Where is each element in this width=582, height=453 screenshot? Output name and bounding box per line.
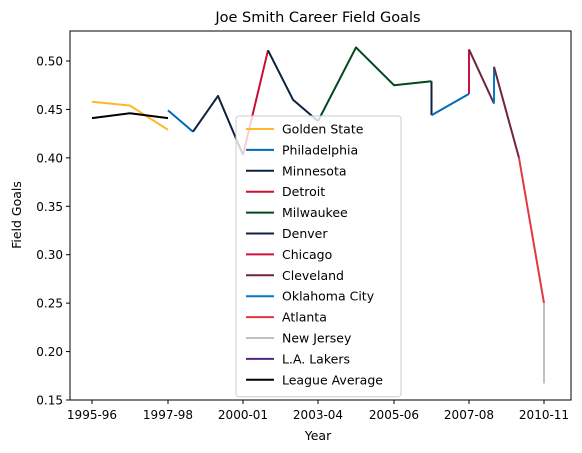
- legend-label: Golden State: [282, 122, 364, 137]
- series-line-golden-state: [91, 100, 169, 131]
- y-tick-label: 0.50: [36, 55, 63, 69]
- series-line-philadelphia: [431, 93, 470, 117]
- legend-box: [235, 115, 402, 398]
- series-line-philadelphia: [167, 109, 194, 133]
- series-line-minnesota: [267, 49, 319, 122]
- legend-label: Atlanta: [282, 310, 327, 325]
- x-axis-label: Year: [304, 428, 332, 443]
- y-tick-label: 0.45: [36, 103, 63, 117]
- x-tick-label: 2007-08: [444, 408, 494, 422]
- x-tick-label: 1995-96: [67, 408, 117, 422]
- legend-label: Milwaukee: [282, 205, 348, 220]
- legend-label: Detroit: [282, 184, 325, 199]
- legend-label: Cleveland: [282, 268, 344, 283]
- x-tick-label: 2005-06: [369, 408, 419, 422]
- series-line-cleveland: [493, 66, 520, 159]
- x-tick-label: 2010-11: [519, 408, 569, 422]
- y-tick-label: 0.35: [36, 200, 63, 214]
- legend-label: Philadelphia: [282, 142, 358, 157]
- x-axis: 1995-96 1997-98 2000-01 2003-04 2005-06 2007-…: [67, 400, 569, 422]
- series-line-milwaukee: [317, 46, 432, 122]
- chart-title: Joe Smith Career Field Goals: [214, 10, 420, 26]
- legend-label: League Average: [282, 372, 383, 387]
- y-tick-label: 0.40: [36, 151, 63, 165]
- plot-frame: [69, 30, 572, 401]
- legend-label: L.A. Lakers: [282, 351, 350, 366]
- x-tick-label: 2000-01: [218, 408, 268, 422]
- series-layer: [91, 46, 545, 384]
- legend-label: Denver: [282, 226, 328, 241]
- y-axis: 0.15 0.20 0.25 0.30 0.35 0.40 0.45 0.50: [36, 55, 70, 408]
- legend-label: Chicago: [282, 247, 332, 262]
- y-tick-label: 0.25: [36, 297, 63, 311]
- y-tick-label: 0.30: [36, 248, 63, 262]
- legend: Golden State Philadelphia Minnesota Detroit…: [235, 115, 402, 398]
- legend-label: Minnesota: [282, 163, 347, 178]
- legend-label: Oklahoma City: [282, 289, 375, 304]
- legend-label: New Jersey: [282, 331, 352, 346]
- x-tick-label: 1997-98: [143, 408, 193, 422]
- y-tick-label: 0.15: [36, 394, 63, 408]
- series-line-cleveland: [468, 48, 495, 105]
- x-tick-label: 2003-04: [293, 408, 343, 422]
- series-line-minnesota: [192, 94, 244, 156]
- y-axis-label: Field Goals: [9, 181, 24, 249]
- series-line-atlanta: [518, 157, 545, 304]
- y-tick-label: 0.20: [36, 345, 63, 359]
- series-line-league-average: [91, 112, 169, 120]
